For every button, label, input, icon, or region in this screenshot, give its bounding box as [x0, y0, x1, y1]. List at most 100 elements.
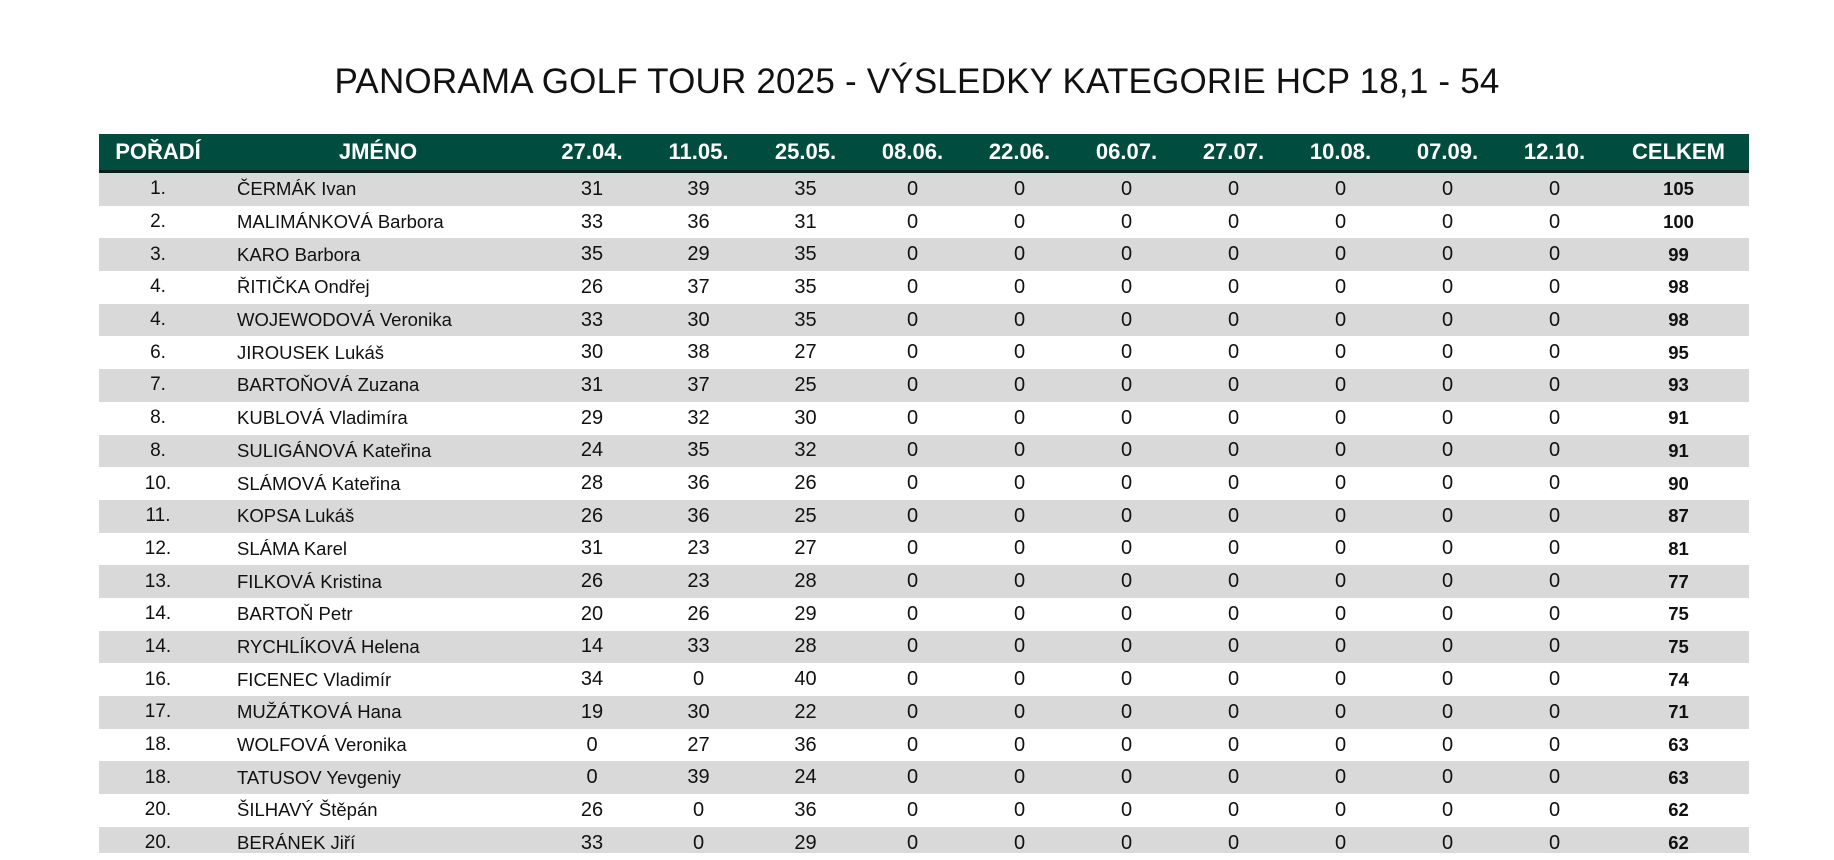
- score-cell: 0: [1180, 728, 1287, 762]
- score-cell: 0: [1501, 467, 1608, 500]
- score-cell: 0: [1180, 401, 1287, 435]
- score-cell: 0: [1180, 630, 1287, 664]
- score-cell: 0: [966, 369, 1073, 402]
- total-cell: 99: [1608, 238, 1749, 272]
- score-cell: 0: [966, 271, 1073, 304]
- player-name-cell: RYCHLÍKOVÁ Helena: [217, 630, 539, 664]
- table-row: 4. ŘITIČKA Ondřej 26 37 35 0 0 0 0 0 0 0 98: [99, 271, 1749, 304]
- score-cell: 0: [1287, 369, 1394, 402]
- score-cell: 0: [859, 205, 966, 239]
- total-cell: 90: [1608, 467, 1749, 500]
- score-cell: 29: [539, 401, 645, 435]
- score-cell: 0: [1287, 663, 1394, 696]
- column-header-round-9: 07.09.: [1394, 134, 1501, 173]
- rank-cell: 12.: [99, 532, 217, 566]
- score-cell: 0: [1394, 238, 1501, 272]
- table-row: 8. SULIGÁNOVÁ Kateřina 24 35 32 0 0 0 0 0 0 0 91: [99, 434, 1749, 468]
- score-cell: 27: [645, 728, 752, 762]
- score-cell: 39: [645, 761, 752, 795]
- score-cell: 0: [1073, 532, 1180, 566]
- score-cell: 40: [752, 663, 859, 696]
- score-cell: 0: [1180, 336, 1287, 370]
- total-cell: 105: [1608, 171, 1749, 206]
- score-cell: 0: [1287, 336, 1394, 370]
- rank-cell: 20.: [99, 794, 217, 827]
- score-cell: 0: [1073, 696, 1180, 729]
- score-cell: 0: [859, 336, 966, 370]
- total-cell: 63: [1608, 761, 1749, 795]
- score-cell: 0: [1287, 499, 1394, 533]
- rank-cell: 4.: [99, 303, 217, 337]
- table-row: 13. FILKOVÁ Kristina 26 23 28 0 0 0 0 0 0 0 77: [99, 565, 1749, 598]
- score-cell: 0: [966, 401, 1073, 435]
- rank-cell: 11.: [99, 499, 217, 533]
- score-cell: 0: [1394, 532, 1501, 566]
- score-cell: 0: [859, 467, 966, 500]
- table-row: 11. KOPSA Lukáš 26 36 25 0 0 0 0 0 0 0 87: [99, 499, 1749, 533]
- total-cell: 63: [1608, 728, 1749, 762]
- score-cell: 0: [1073, 630, 1180, 664]
- player-name-cell: SULIGÁNOVÁ Kateřina: [217, 434, 539, 468]
- score-cell: 0: [1394, 696, 1501, 729]
- rank-cell: 10.: [99, 467, 217, 500]
- score-cell: 0: [1501, 401, 1608, 435]
- score-cell: 26: [539, 565, 645, 598]
- score-cell: 0: [859, 696, 966, 729]
- rank-cell: 7.: [99, 369, 217, 402]
- player-name-cell: KOPSA Lukáš: [217, 499, 539, 533]
- table-row: 12. SLÁMA Karel 31 23 27 0 0 0 0 0 0 0 81: [99, 532, 1749, 566]
- total-cell: 75: [1608, 630, 1749, 664]
- score-cell: 0: [1394, 271, 1501, 304]
- column-header-name: JMÉNO: [217, 134, 539, 173]
- score-cell: 0: [645, 663, 752, 696]
- score-cell: 0: [1073, 434, 1180, 468]
- score-cell: 37: [645, 369, 752, 402]
- score-cell: 0: [1287, 401, 1394, 435]
- score-cell: 0: [1501, 434, 1608, 468]
- score-cell: 0: [1501, 205, 1608, 239]
- table-row: 18. WOLFOVÁ Veronika 0 27 36 0 0 0 0 0 0 0 63: [99, 728, 1749, 762]
- column-header-round-7: 27.07.: [1180, 134, 1287, 173]
- score-cell: 0: [966, 303, 1073, 337]
- score-cell: 0: [1073, 336, 1180, 370]
- score-cell: 14: [539, 630, 645, 664]
- score-cell: 0: [1073, 238, 1180, 272]
- score-cell: 0: [1287, 630, 1394, 664]
- score-cell: 0: [1394, 761, 1501, 795]
- score-cell: 0: [1287, 271, 1394, 304]
- score-cell: 0: [645, 794, 752, 827]
- score-cell: 0: [859, 565, 966, 598]
- score-cell: 0: [1180, 171, 1287, 206]
- score-cell: 0: [966, 696, 1073, 729]
- score-cell: 0: [966, 565, 1073, 598]
- score-cell: 0: [1073, 499, 1180, 533]
- score-cell: 0: [1394, 369, 1501, 402]
- score-cell: 0: [966, 238, 1073, 272]
- score-cell: 0: [1501, 499, 1608, 533]
- rank-cell: 18.: [99, 761, 217, 795]
- score-cell: 0: [966, 205, 1073, 239]
- score-cell: 0: [1180, 761, 1287, 795]
- total-cell: 71: [1608, 696, 1749, 729]
- score-cell: 0: [1394, 171, 1501, 206]
- player-name-cell: FILKOVÁ Kristina: [217, 565, 539, 598]
- score-cell: 28: [752, 565, 859, 598]
- player-name-cell: MALIMÁNKOVÁ Barbora: [217, 205, 539, 239]
- score-cell: 0: [1287, 205, 1394, 239]
- score-cell: 0: [1501, 597, 1608, 631]
- score-cell: 36: [645, 467, 752, 500]
- score-cell: 0: [1394, 467, 1501, 500]
- score-cell: 0: [1073, 171, 1180, 206]
- score-cell: 35: [752, 303, 859, 337]
- score-cell: 0: [1073, 761, 1180, 795]
- score-cell: 0: [1073, 467, 1180, 500]
- score-cell: 0: [1180, 467, 1287, 500]
- score-cell: 31: [539, 532, 645, 566]
- table-header-row: POŘADÍ JMÉNO 27.04. 11.05. 25.05. 08.06.…: [99, 134, 1749, 173]
- score-cell: 0: [1073, 663, 1180, 696]
- score-cell: 0: [1073, 794, 1180, 827]
- column-header-total: CELKEM: [1608, 134, 1749, 173]
- player-name-cell: BARTOŇOVÁ Zuzana: [217, 369, 539, 402]
- score-cell: 0: [859, 238, 966, 272]
- column-header-round-1: 27.04.: [539, 134, 645, 173]
